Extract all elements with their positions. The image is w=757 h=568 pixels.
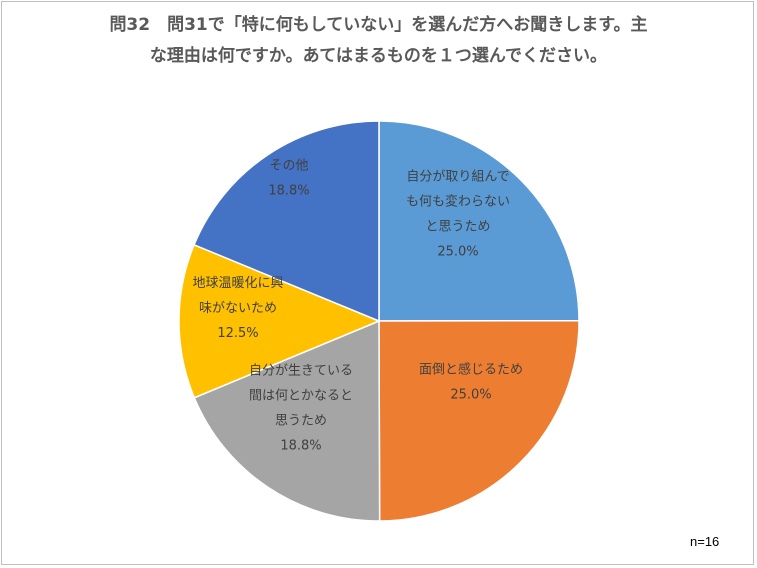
slice-category-label: 自分が取り組んで (406, 170, 509, 185)
chart-title: 問32 問31で「特に何もしていない」を選んだ方へお聞きします。主 な理由は何で… (40, 10, 717, 72)
pie-slice-5 (193, 120, 380, 323)
slice-category-label: その他 (269, 159, 308, 174)
slice-value-label: 25.0% (450, 388, 491, 403)
slice-category-label: 味がないため (199, 301, 277, 316)
chart-title-line-2: な理由は何ですか。あてはまるものを１つ選んでください。 (149, 46, 608, 66)
pie-slice-4 (178, 243, 381, 399)
chart-title-line-1: 問32 問31で「特に何もしていない」を選んだ方へお聞きします。主 (109, 15, 648, 35)
slice-category-label: 地球温暖化に興 (192, 276, 283, 291)
slice-category-label: 自分が生きている (249, 364, 353, 379)
slice-value-label: 25.0% (437, 245, 478, 260)
slice-label-5: その他 18.8% (268, 159, 309, 199)
pie-slice-3 (193, 319, 381, 522)
slice-value-label: 12.5% (217, 326, 258, 341)
slice-category-label: 間は何とかなると (249, 388, 353, 404)
slice-label-2: 面倒と感じるため 25.0% (419, 362, 523, 403)
pie-slice-1 (378, 120, 580, 322)
slice-value-label: 18.8% (268, 184, 309, 199)
sample-size-note: n=16 (690, 534, 720, 549)
slice-category-label: 思うため (275, 414, 327, 429)
pie-slice-2 (378, 319, 580, 522)
slice-category-label: も何も変わらない (406, 194, 510, 210)
slice-category-label: と思うため (425, 220, 490, 235)
slice-category-label: 面倒と感じるため (419, 362, 523, 378)
slice-value-label: 18.8% (280, 439, 321, 454)
